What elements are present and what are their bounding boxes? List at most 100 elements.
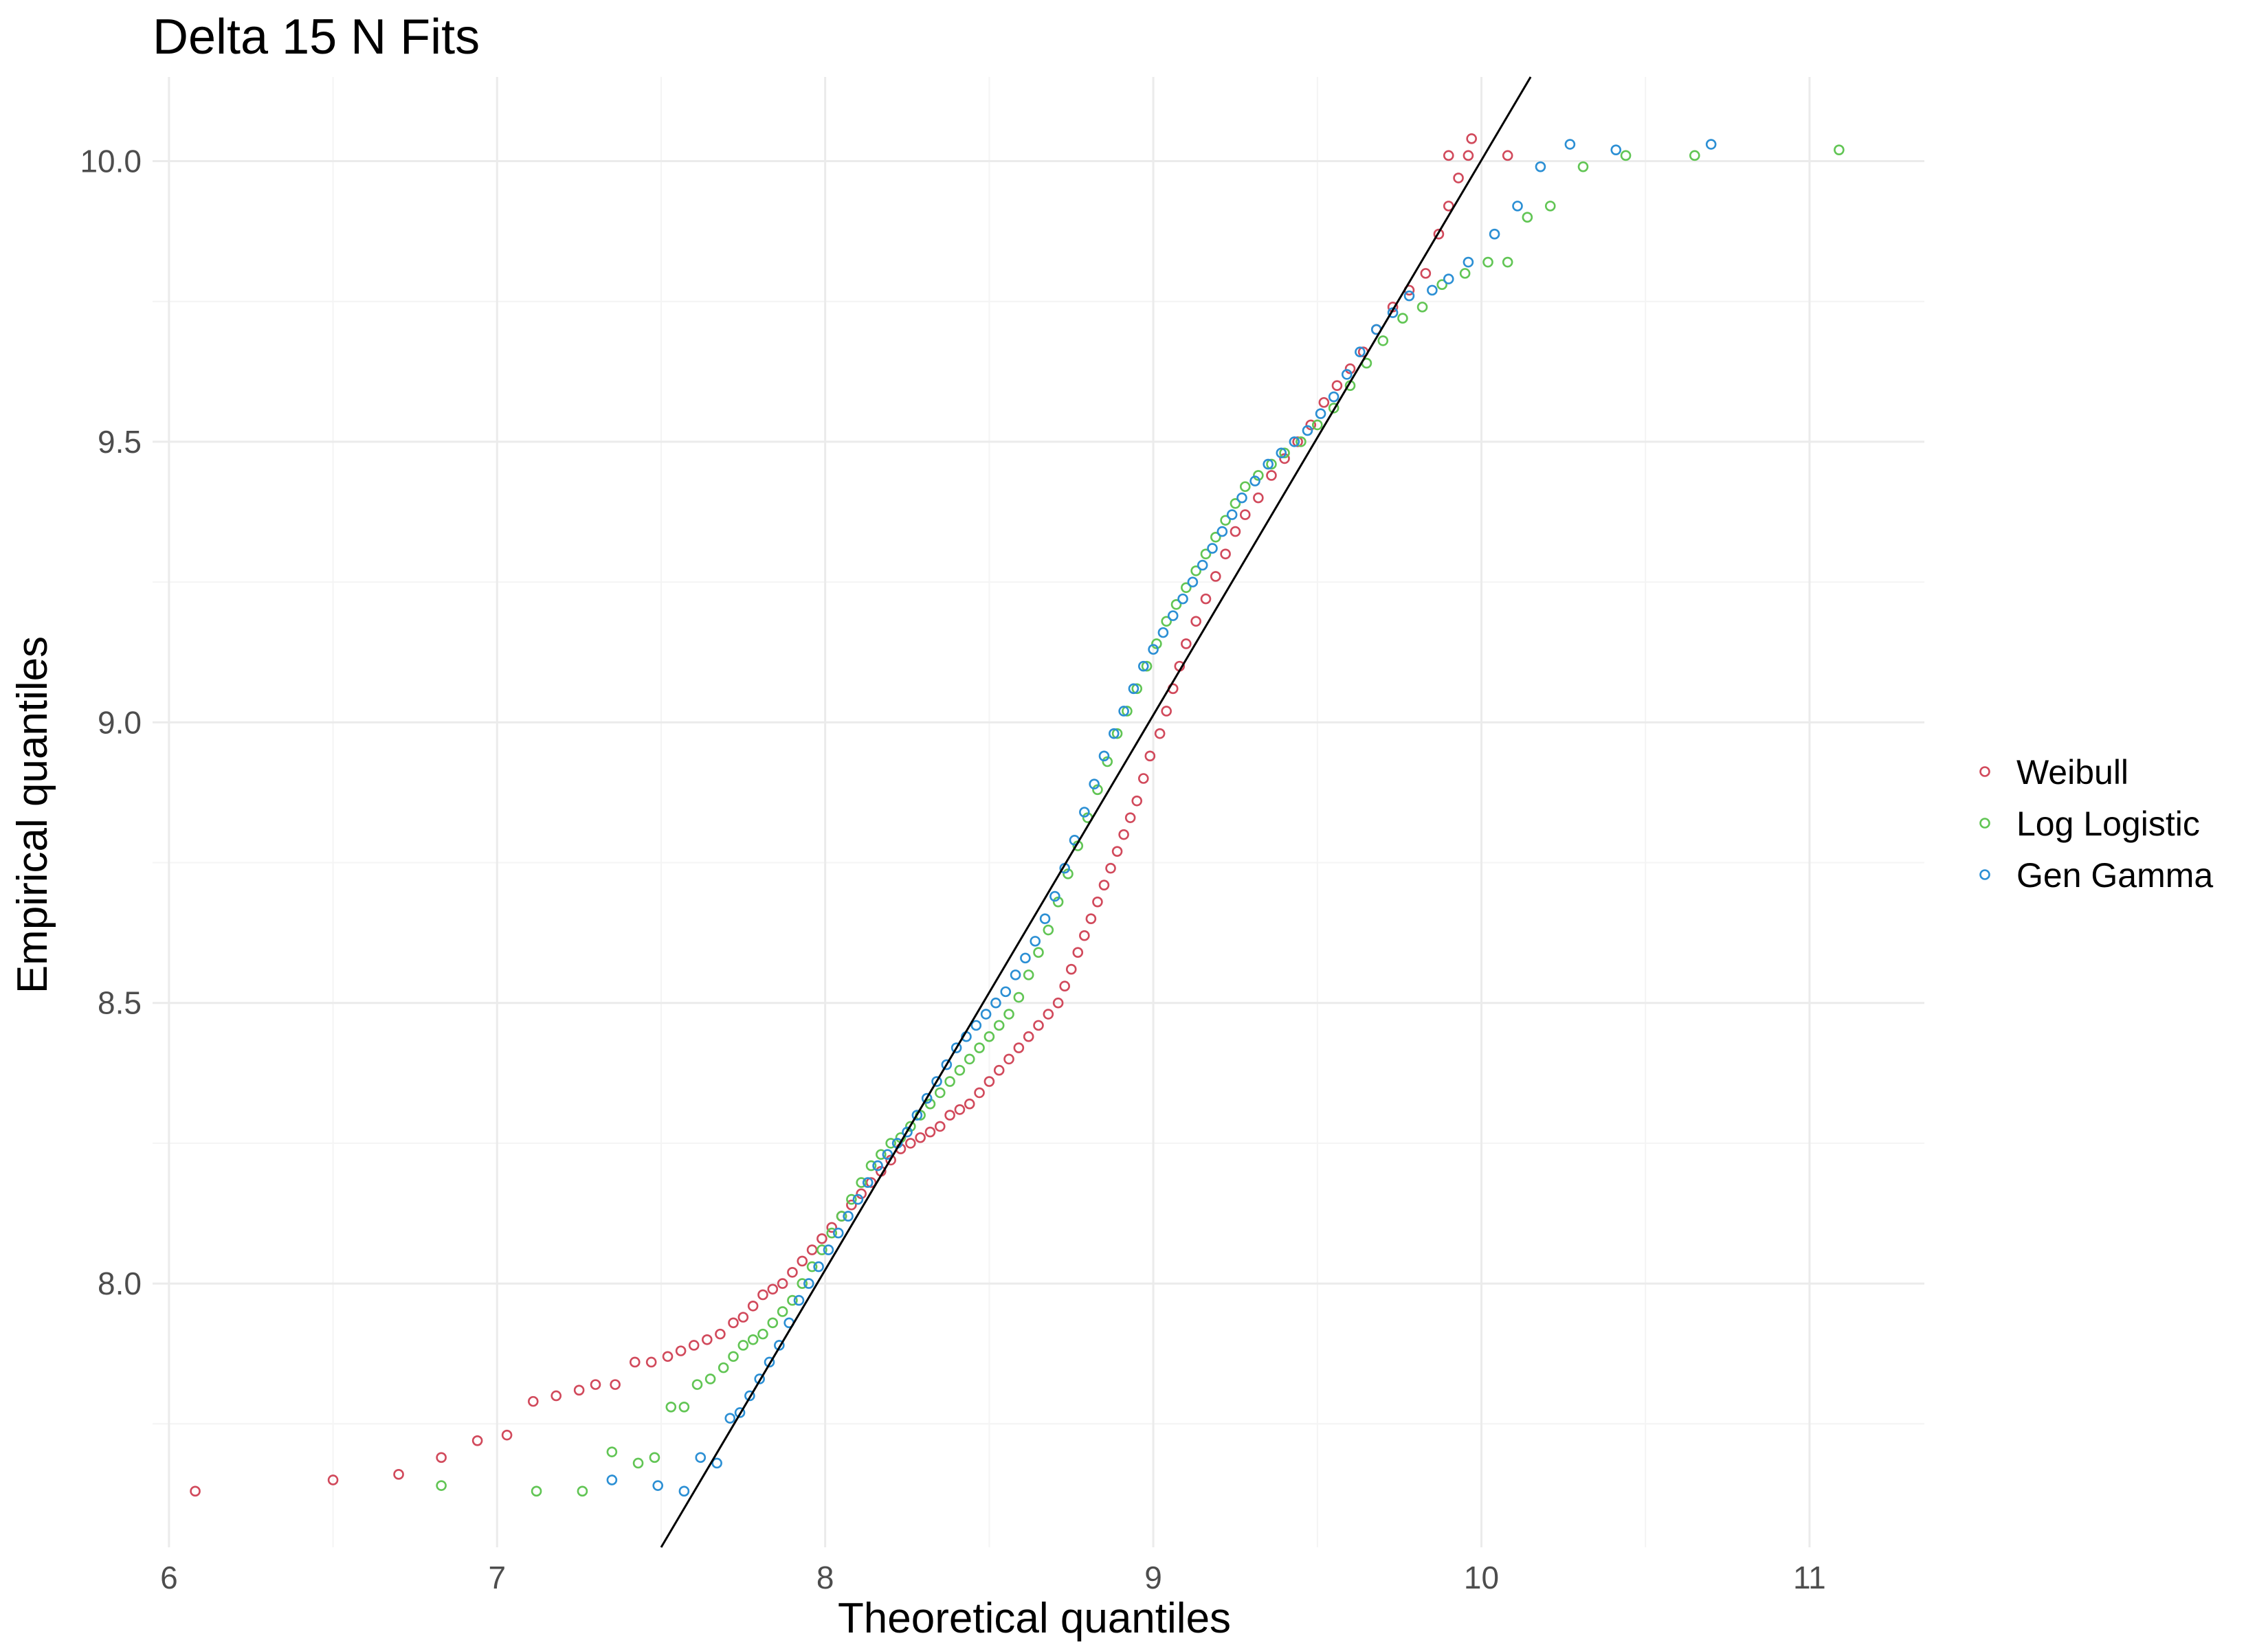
point-gen-gamma — [1315, 408, 1326, 419]
point-log-logistic — [1522, 212, 1533, 223]
point-weibull — [1013, 1042, 1025, 1053]
point-weibull — [1105, 862, 1116, 874]
point-log-logistic — [944, 1076, 955, 1087]
point-log-logistic — [993, 1020, 1005, 1031]
point-log-logistic — [1122, 706, 1133, 717]
point-gen-gamma — [1128, 683, 1139, 695]
point-gen-gamma — [813, 1261, 824, 1272]
point-gen-gamma — [1302, 425, 1313, 436]
point-log-logistic — [1063, 868, 1074, 879]
minor-gridlines — [153, 77, 1924, 1547]
scatter-points — [190, 133, 1845, 1497]
point-log-logistic — [816, 1244, 827, 1255]
point-gen-gamma — [1148, 644, 1159, 655]
point-log-logistic — [1111, 728, 1123, 739]
point-weibull — [190, 1485, 201, 1497]
point-log-logistic — [964, 1053, 975, 1065]
point-weibull — [715, 1328, 726, 1340]
point-log-logistic — [767, 1317, 779, 1329]
point-weibull — [1137, 773, 1149, 784]
point-log-logistic — [777, 1306, 788, 1317]
point-weibull — [865, 1177, 877, 1188]
point-log-logistic — [1092, 784, 1103, 796]
point-weibull — [747, 1300, 759, 1312]
point-gen-gamma — [941, 1059, 953, 1070]
point-gen-gamma — [1207, 543, 1218, 554]
point-gen-gamma — [1328, 391, 1339, 403]
point-log-logistic — [1328, 403, 1339, 414]
point-log-logistic — [1151, 638, 1162, 649]
point-gen-gamma — [1020, 952, 1031, 964]
point-gen-gamma — [1535, 161, 1546, 172]
point-weibull — [1239, 509, 1251, 520]
point-log-logistic — [691, 1379, 703, 1390]
point-log-logistic — [632, 1457, 644, 1469]
point-log-logistic — [747, 1334, 759, 1345]
point-gen-gamma — [902, 1126, 913, 1138]
point-weibull — [1154, 728, 1166, 739]
point-weibull — [1043, 1009, 1054, 1020]
point-weibull — [590, 1379, 601, 1390]
reference-line — [660, 76, 1532, 1548]
y-tick-label: 10.0 — [80, 144, 142, 179]
point-weibull — [728, 1317, 739, 1329]
point-gen-gamma — [1610, 144, 1622, 155]
x-axis-ticks: 6 7 8 9 10 11 — [160, 1560, 1826, 1595]
point-gen-gamma — [921, 1092, 933, 1104]
point-weibull — [1344, 363, 1356, 374]
point-weibull — [501, 1429, 513, 1441]
point-log-logistic — [737, 1340, 749, 1351]
point-log-logistic — [836, 1211, 847, 1222]
point-log-logistic — [1220, 515, 1231, 526]
point-gen-gamma — [832, 1227, 844, 1239]
point-weibull — [1433, 228, 1445, 240]
point-log-logistic — [856, 1177, 867, 1188]
point-log-logistic — [1377, 335, 1389, 346]
point-log-logistic — [974, 1042, 985, 1053]
point-weibull — [1144, 750, 1156, 762]
point-gen-gamma — [1463, 256, 1474, 268]
point-weibull — [1443, 150, 1454, 161]
chart-title: Delta 15 N Fits — [153, 10, 480, 65]
point-weibull — [1131, 795, 1143, 807]
point-weibull — [1065, 963, 1077, 975]
y-tick-label: 9.5 — [98, 424, 142, 460]
x-tick-label: 7 — [488, 1560, 506, 1595]
point-gen-gamma — [911, 1110, 923, 1121]
point-log-logistic — [1834, 144, 1845, 155]
point-weibull — [1253, 492, 1264, 504]
point-weibull — [905, 1138, 916, 1149]
point-weibull — [1420, 268, 1432, 279]
y-tick-label: 8.5 — [98, 985, 142, 1021]
point-log-logistic — [846, 1193, 857, 1205]
point-log-logistic — [1181, 582, 1192, 594]
point-gen-gamma — [970, 1020, 982, 1031]
point-gen-gamma — [1263, 458, 1274, 470]
point-gen-gamma — [843, 1211, 854, 1222]
point-weibull — [1023, 1031, 1034, 1042]
point-log-logistic — [1170, 598, 1182, 610]
point-log-logistic — [531, 1485, 542, 1497]
point-gen-gamma — [744, 1390, 755, 1402]
point-log-logistic — [1141, 660, 1153, 672]
point-gen-gamma — [678, 1485, 690, 1497]
point-log-logistic — [1131, 683, 1143, 695]
point-gen-gamma — [1705, 139, 1717, 150]
point-weibull — [826, 1222, 838, 1233]
point-log-logistic — [1482, 256, 1493, 268]
point-gen-gamma — [1226, 509, 1238, 520]
point-weibull — [944, 1110, 955, 1121]
point-weibull — [436, 1452, 447, 1463]
point-weibull — [1502, 150, 1513, 161]
point-weibull — [846, 1199, 857, 1211]
point-log-logistic — [1239, 481, 1251, 493]
point-weibull — [1466, 133, 1477, 144]
point-gen-gamma — [803, 1278, 814, 1289]
y-tick-label: 8.0 — [98, 1266, 142, 1301]
point-log-logistic — [704, 1373, 716, 1384]
point-weibull — [1118, 829, 1129, 840]
point-gen-gamma — [1443, 273, 1454, 284]
point-log-logistic — [577, 1485, 588, 1497]
point-log-logistic — [728, 1351, 739, 1362]
